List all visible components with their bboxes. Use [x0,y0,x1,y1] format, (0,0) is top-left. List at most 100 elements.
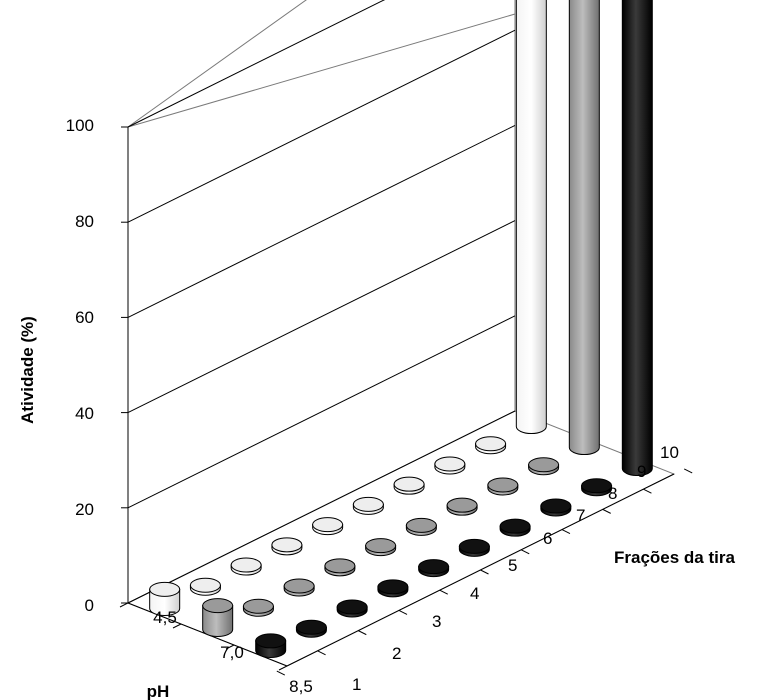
bar-cylinder [515,0,547,435]
bar-cylinder [283,578,315,597]
bar-cylinder [230,557,262,576]
bar-top [352,496,384,512]
z-tick-mark [561,529,571,535]
bar-cylinder [255,633,287,658]
bar-cylinder [189,577,221,596]
bar-cylinder [336,599,368,618]
bar-cylinder [312,517,344,536]
gridlines [119,0,693,676]
z-tick-mark [602,508,611,514]
bar-cylinder [202,598,234,637]
bar-top [540,498,572,514]
bar-cylinder [295,619,327,638]
bar-top [189,577,221,593]
x-tick-label: 7,0 [220,643,244,662]
bar-cylinder [446,497,478,516]
bar-cylinder [149,581,181,616]
bar-cylinder [581,478,613,497]
z-tick-mark [276,670,286,676]
gridline [127,220,516,414]
bar-top [528,457,560,473]
bar-cylinder [324,558,356,577]
z-tick-label: 4 [470,584,479,603]
x-tick-mark [172,623,182,629]
bar-cylinder [242,598,274,617]
bar-cylinder [540,498,572,517]
x-axis-title: pH [147,682,170,700]
z-tick-mark [643,488,652,494]
bar-top [377,579,409,595]
gridline [127,410,516,604]
y-axis-ticks: 0 20 40 60 80 100 [66,116,94,615]
bar-top [434,456,466,472]
gridline [127,124,516,318]
bar-top [446,497,478,513]
x-tick-label: 4,5 [153,608,177,627]
bar-top [242,598,274,614]
gridline [127,0,386,128]
z-axis-ticks: 1 2 3 4 5 6 7 8 9 10 [352,443,679,694]
z-tick-label: 6 [543,529,552,548]
z-tick-label: 1 [352,675,361,694]
bar-top [149,581,181,597]
z-tick-mark [398,609,408,615]
bar-top [230,557,262,573]
x-tick-mark [225,644,235,650]
bars [149,0,653,658]
z-tick-label: 9 [637,462,646,481]
y-tick-label: 60 [75,308,94,327]
bar-top [393,476,425,492]
bar-cylinder [434,456,466,475]
bar-top [365,538,397,554]
x-axis-ticks: 4,5 7,0 8,5 [153,608,313,696]
bar-top [458,538,490,554]
z-tick-mark [439,589,448,595]
bar-top [499,518,531,534]
bar-top [295,619,327,635]
bar-body [202,605,234,637]
bar-cylinder [377,579,409,598]
z-tick-label: 10 [660,443,679,462]
z-tick-label: 2 [392,644,401,663]
bar-top [255,633,287,649]
z-tick-mark [683,468,693,474]
x-tick-label: 8,5 [289,677,313,696]
bar-body [568,0,600,456]
bar-body [515,0,547,435]
bar-cylinder [271,537,303,556]
bar-cylinder [405,517,437,536]
bar-top [405,517,437,533]
bar-cylinder [393,476,425,495]
z-tick-label: 5 [508,556,517,575]
z-tick-mark [317,650,326,656]
bar-top [581,478,613,494]
y-tick-label: 40 [75,404,94,423]
bar-top [475,436,507,452]
y-tick-label: 20 [75,500,94,519]
bar-top [336,599,368,615]
gridline [127,29,516,223]
bar-cylinder [487,477,519,496]
z-tick-mark [480,569,489,575]
z-tick-label: 7 [576,506,585,525]
gridline [127,315,516,509]
bar-top [283,578,315,594]
z-axis-title: Frações da tira [614,548,735,567]
z-tick-mark [521,549,530,555]
bar-cylinder [352,496,384,515]
y-axis-title: Atividade (%) [18,316,37,424]
bar-top [324,558,356,574]
bar-top [202,598,234,614]
z-tick-label: 3 [432,612,441,631]
x-tick-mark [278,665,288,671]
bar-cylinder [528,457,560,476]
y-tick-label: 100 [66,116,94,135]
bar-cylinder [499,518,531,537]
bar-body [621,0,653,477]
z-tick-mark [358,630,367,636]
bar-cylinder [458,538,490,557]
bar-top [312,517,344,533]
top-edge [127,13,516,128]
bar-top [487,477,519,493]
